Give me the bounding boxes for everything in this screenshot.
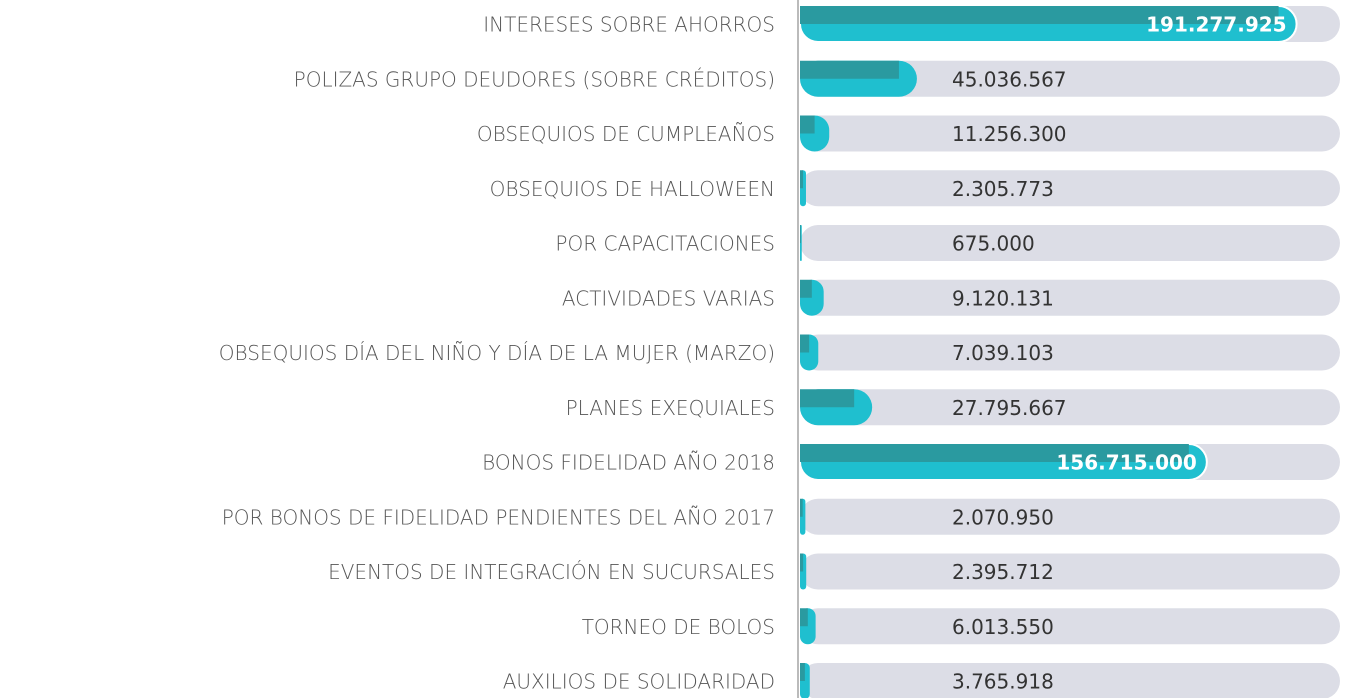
bar-shade [800, 608, 808, 627]
track [800, 608, 1340, 645]
category-label: ACTIVIDADES VARIAS [562, 286, 775, 310]
category-label: POR CAPACITACIONES [555, 232, 775, 256]
value-label: 45.036.567 [952, 67, 1067, 91]
bar-shade [800, 498, 803, 517]
value-label: 2.305.773 [952, 177, 1054, 201]
bar-shade [800, 6, 1279, 24]
bar-shade [800, 170, 803, 189]
bar-shade [800, 225, 801, 243]
category-label: TORNEO DE BOLOS [582, 615, 775, 639]
category-label: PLANES EXEQUIALES [566, 396, 775, 420]
category-label: BONOS FIDELIDAD AÑO 2018 [482, 451, 775, 475]
value-label: 9.120.131 [952, 286, 1054, 310]
track [800, 498, 1340, 535]
category-label: EVENTOS DE INTEGRACIÓN EN SUCURSALES [328, 560, 775, 584]
track [800, 663, 1340, 698]
track [800, 389, 1340, 426]
track [800, 225, 1340, 261]
bar-shade [800, 444, 1189, 462]
value-label: 3.765.918 [952, 670, 1054, 694]
bar-shade [800, 389, 855, 408]
bar-shade [800, 553, 804, 572]
track [800, 115, 1340, 152]
track [800, 334, 1340, 371]
category-label: OBSEQUIOS DE HALLOWEEN [490, 177, 775, 201]
value-label: 11.256.300 [952, 122, 1067, 146]
bar-shade [800, 279, 812, 298]
category-label: POR BONOS DE FIDELIDAD PENDIENTES DEL AÑ… [222, 505, 775, 529]
category-label: OBSEQUIOS DE CUMPLEAÑOS [477, 122, 775, 146]
value-label: 2.070.950 [952, 505, 1054, 529]
value-label: 6.013.550 [952, 615, 1054, 639]
bar-shade [800, 115, 815, 134]
track [800, 553, 1340, 590]
category-label: POLIZAS GRUPO DEUDORES (SOBRE CRÉDITOS) [294, 67, 775, 91]
track [800, 279, 1340, 316]
bar-shade [800, 663, 805, 681]
value-label: 675.000 [952, 232, 1035, 256]
value-label: 2.395.712 [952, 560, 1054, 584]
bar-shade [800, 334, 810, 353]
value-label: 156.715.000 [1056, 451, 1196, 475]
bar-shade [800, 60, 899, 79]
category-label: INTERESES SOBRE AHORROS [483, 13, 775, 37]
category-label: AUXILIOS DE SOLIDARIDAD [503, 670, 775, 694]
track [800, 60, 1340, 97]
category-label: OBSEQUIOS DÍA DEL NIÑO Y DÍA DE LA MUJER… [219, 341, 775, 365]
value-label: 7.039.103 [952, 341, 1054, 365]
track [800, 170, 1340, 207]
value-label: 27.795.667 [952, 396, 1067, 420]
value-label: 191.277.925 [1146, 13, 1286, 37]
